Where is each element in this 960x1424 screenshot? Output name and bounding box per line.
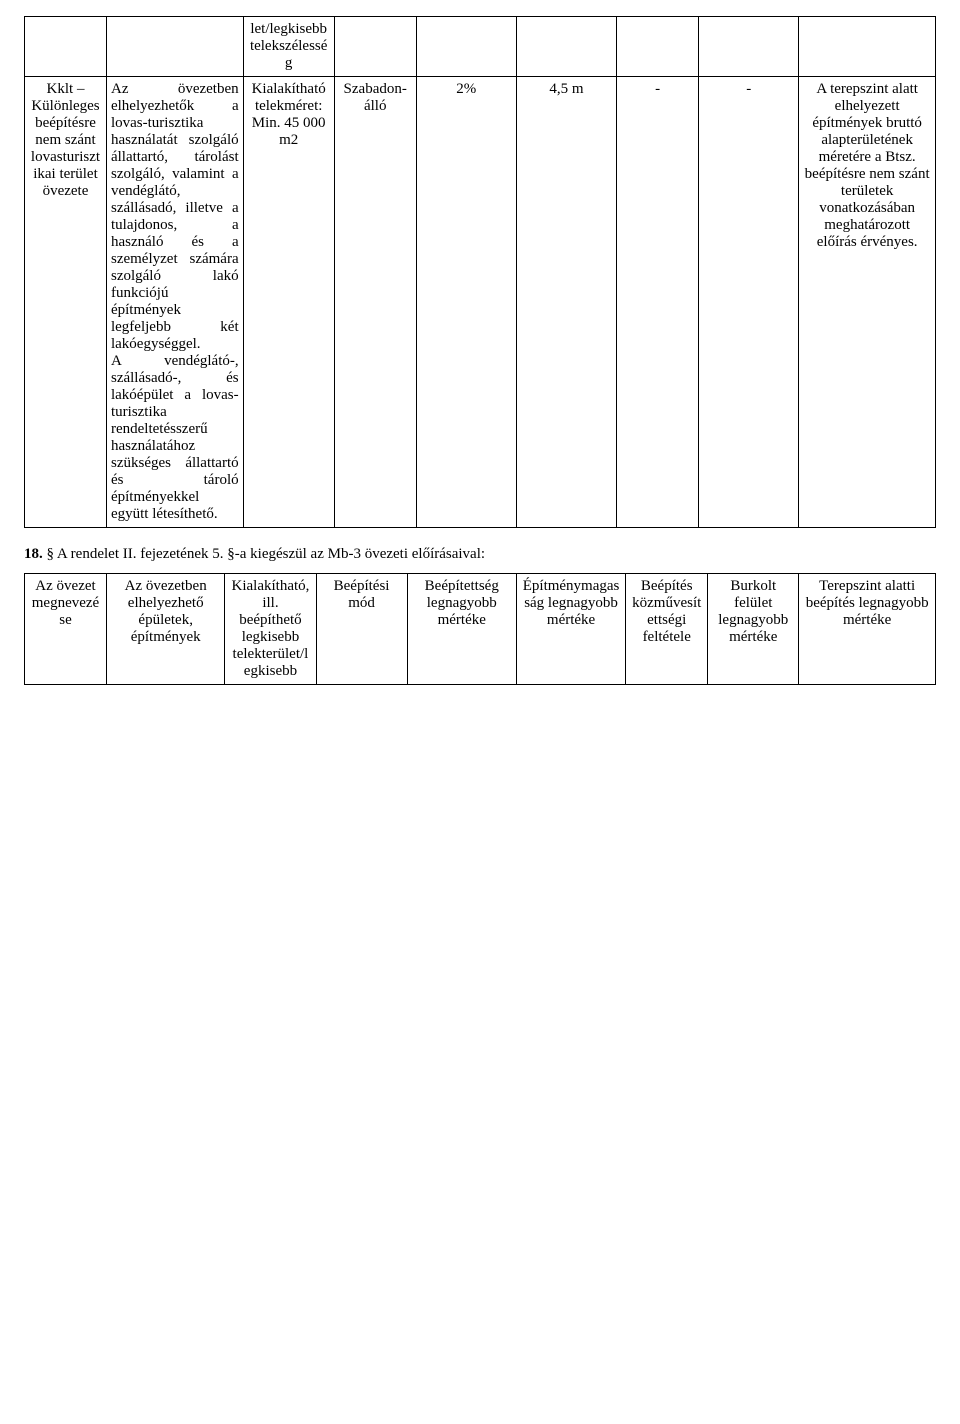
section-text: § A rendelet II. fejezetének 5. §-a kieg… — [47, 546, 486, 562]
cell — [617, 17, 699, 77]
header-utilities: Beépítés közművesítettségi feltétele — [626, 574, 708, 685]
table-row: let/legkisebb telekszélesség — [25, 17, 936, 77]
cell — [516, 17, 616, 77]
cell — [334, 17, 416, 77]
header-height: Építménymagasság legnagyobb mértéke — [516, 574, 625, 685]
cell-plot-size: Kialakítható telekméret: Min. 45 000 m2 — [243, 77, 334, 528]
cell-paved: - — [699, 77, 799, 528]
regulation-table-2: Az övezet megnevezése Az övezetben elhel… — [24, 573, 936, 685]
header-build-mode: Beépítési mód — [316, 574, 407, 685]
header-plot-size: Kialakítható, ill. beépíthető legkisebb … — [225, 574, 316, 685]
cell-zone-name: Kklt – Különleges beépítésre nem szánt l… — [25, 77, 107, 528]
header-buildings: Az övezetben elhelyezhető épületek, épít… — [106, 574, 224, 685]
cell — [699, 17, 799, 77]
cell — [106, 17, 243, 77]
cell-underground: A terepszint alatt elhelyezett építménye… — [799, 77, 936, 528]
header-coverage: Beépítettség legnagyobb mértéke — [407, 574, 516, 685]
section-heading: 18. § A rendelet II. fejezetének 5. §-a … — [24, 546, 936, 563]
section-number: 18. — [24, 546, 43, 562]
cell — [25, 17, 107, 77]
cell-coverage: 2% — [416, 77, 516, 528]
cell: let/legkisebb telekszélesség — [243, 17, 334, 77]
cell-height: 4,5 m — [516, 77, 616, 528]
header-zone-name: Az övezet megnevezése — [25, 574, 107, 685]
table-header-row: Az övezet megnevezése Az övezetben elhel… — [25, 574, 936, 685]
header-paved: Burkolt felület legnagyobb mértéke — [708, 574, 799, 685]
cell-build-mode: Szabadon-álló — [334, 77, 416, 528]
cell-utilities: - — [617, 77, 699, 528]
cell-buildings-desc: Az övezetben elhelyezhetők a lovas-turis… — [106, 77, 243, 528]
cell — [799, 17, 936, 77]
table-row: Kklt – Különleges beépítésre nem szánt l… — [25, 77, 936, 528]
regulation-table-1: let/legkisebb telekszélesség Kklt – Külö… — [24, 16, 936, 528]
cell — [416, 17, 516, 77]
header-underground: Terepszint alatti beépítés legnagyobb mé… — [799, 574, 936, 685]
